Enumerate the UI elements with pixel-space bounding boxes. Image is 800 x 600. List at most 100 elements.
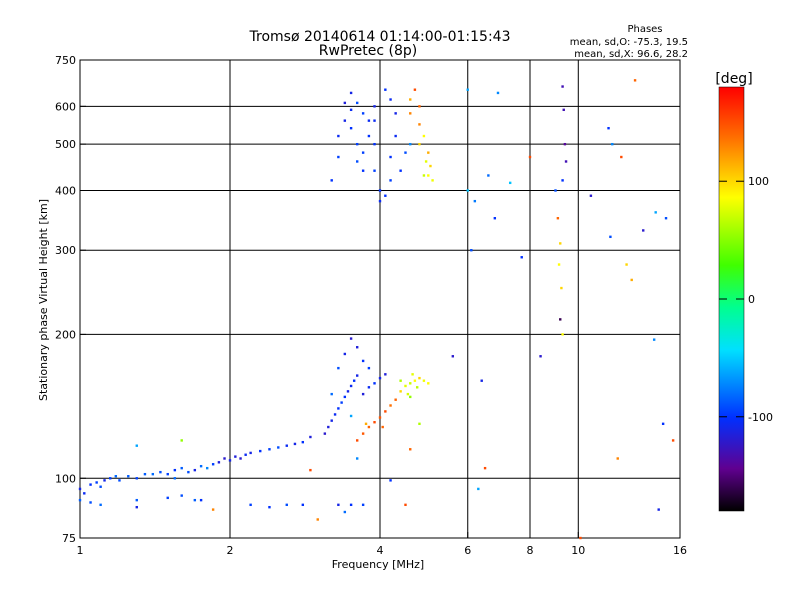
y-axis-label: Stationary phase Virtual Height [km] bbox=[37, 199, 50, 401]
data-point bbox=[560, 286, 563, 290]
data-point bbox=[378, 189, 382, 192]
y-tick-label: 200 bbox=[55, 328, 76, 341]
data-point bbox=[429, 164, 432, 168]
data-point bbox=[466, 189, 469, 192]
data-point bbox=[316, 518, 319, 521]
data-point bbox=[355, 101, 359, 105]
data-point bbox=[330, 392, 333, 396]
data-point bbox=[367, 366, 371, 370]
data-point bbox=[118, 479, 121, 482]
data-point bbox=[361, 432, 365, 435]
data-point bbox=[480, 379, 483, 382]
data-point bbox=[114, 475, 118, 478]
data-point bbox=[367, 134, 371, 138]
data-point bbox=[399, 169, 402, 172]
y-tick-label: 300 bbox=[55, 244, 76, 257]
data-point bbox=[346, 390, 350, 393]
data-point bbox=[337, 155, 340, 159]
colorbar-tick-label: 0 bbox=[748, 293, 755, 306]
data-point bbox=[422, 174, 426, 177]
grid-lines bbox=[80, 60, 680, 538]
data-point bbox=[620, 155, 623, 159]
data-point bbox=[561, 333, 564, 336]
data-point bbox=[611, 142, 614, 146]
data-point bbox=[559, 242, 562, 245]
data-point bbox=[671, 439, 675, 442]
data-point bbox=[135, 505, 138, 509]
data-point bbox=[83, 492, 86, 495]
data-point bbox=[394, 134, 397, 138]
data-point bbox=[349, 337, 353, 340]
data-point bbox=[180, 466, 183, 470]
data-point bbox=[352, 379, 356, 382]
data-point bbox=[78, 498, 82, 502]
y-tick-label: 600 bbox=[55, 100, 76, 113]
data-point bbox=[409, 395, 412, 399]
data-point bbox=[159, 470, 162, 474]
data-point bbox=[381, 425, 384, 429]
data-point bbox=[409, 142, 412, 146]
data-point bbox=[193, 468, 197, 472]
data-points bbox=[78, 79, 675, 540]
data-point bbox=[607, 126, 610, 130]
data-point bbox=[109, 477, 112, 480]
data-point bbox=[561, 179, 564, 182]
data-point bbox=[343, 395, 347, 399]
data-point bbox=[404, 503, 407, 507]
data-point bbox=[367, 119, 371, 122]
data-point bbox=[89, 483, 92, 486]
data-point bbox=[389, 404, 392, 407]
data-point bbox=[384, 88, 387, 91]
data-point bbox=[451, 355, 455, 358]
data-point bbox=[268, 505, 271, 509]
x-tick-label: 2 bbox=[227, 544, 234, 557]
data-point bbox=[413, 88, 417, 91]
chart-subtitle: RwPretec (8p) bbox=[319, 43, 417, 59]
data-point bbox=[180, 439, 183, 442]
data-point bbox=[630, 278, 633, 282]
data-point bbox=[424, 160, 428, 163]
chart-title: Tromsø 20140614 01:14:00-01:15:43 bbox=[249, 29, 511, 45]
data-point bbox=[625, 263, 628, 266]
data-point bbox=[355, 346, 359, 349]
data-point bbox=[343, 352, 347, 356]
data-point bbox=[564, 160, 568, 163]
data-point bbox=[373, 142, 376, 146]
data-point bbox=[249, 503, 252, 507]
data-point bbox=[409, 98, 412, 101]
data-point bbox=[361, 392, 365, 396]
data-point bbox=[135, 477, 138, 480]
data-point bbox=[199, 464, 203, 468]
data-point bbox=[394, 112, 397, 115]
data-point bbox=[493, 217, 497, 220]
data-point bbox=[373, 105, 376, 108]
data-point bbox=[399, 390, 402, 393]
data-point bbox=[309, 468, 312, 472]
data-point bbox=[135, 498, 138, 502]
data-point bbox=[427, 174, 430, 177]
data-point bbox=[389, 155, 392, 159]
data-point bbox=[277, 446, 280, 449]
data-point bbox=[589, 194, 593, 197]
data-point bbox=[309, 435, 312, 439]
x-tick-label: 10 bbox=[571, 544, 585, 557]
axes: 1 2 4 6 8 10 16 75 100 200 300 400 500 600 750 bbox=[55, 54, 687, 557]
data-point bbox=[330, 419, 333, 422]
data-point bbox=[337, 134, 340, 138]
data-point bbox=[355, 160, 359, 163]
y-tick-label: 400 bbox=[55, 184, 76, 197]
data-point bbox=[554, 189, 557, 192]
data-point bbox=[470, 249, 473, 252]
y-tick-label: 75 bbox=[62, 532, 76, 545]
data-point bbox=[364, 422, 368, 426]
data-point bbox=[389, 98, 392, 101]
data-point bbox=[528, 155, 532, 159]
data-point bbox=[399, 379, 402, 382]
x-tick-label: 6 bbox=[464, 544, 471, 557]
data-point bbox=[127, 475, 130, 478]
y-tick-label: 750 bbox=[55, 54, 76, 67]
data-point bbox=[330, 179, 333, 182]
data-point bbox=[349, 108, 353, 112]
colorbar-ticks: 100 0 -100 bbox=[719, 175, 773, 424]
